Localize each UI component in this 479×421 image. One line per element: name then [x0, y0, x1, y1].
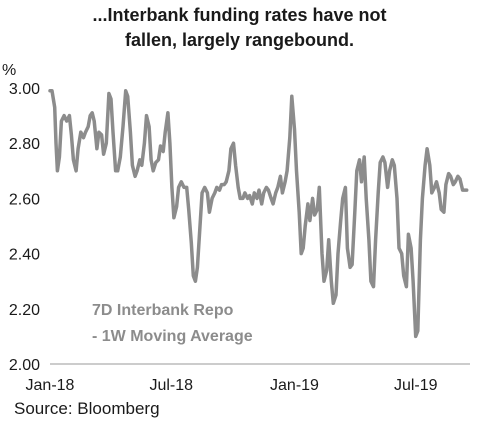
x-axis: Jan-18 Jul-18 Jan-19 Jul-19	[26, 377, 438, 394]
annotation-line-2: - 1W Moving Average	[92, 328, 253, 345]
y-axis: 2.00 2.20 2.40 2.60 2.80 3.00	[9, 81, 40, 374]
y-tick-label: 2.40	[9, 247, 40, 264]
x-tick-label: Jan-19	[270, 377, 319, 394]
x-tick-label: Jul-19	[394, 377, 438, 394]
y-axis-unit-label: %	[2, 62, 16, 79]
x-tick-label: Jul-18	[149, 377, 193, 394]
annotation-line-1: 7D Interbank Repo	[92, 302, 234, 319]
chart-title: ...Interbank funding rates have not	[92, 5, 387, 25]
y-tick-label: 2.80	[9, 136, 40, 153]
y-tick-label: 2.00	[9, 357, 40, 374]
chart-title-line-2: fallen, largely rangebound.	[124, 30, 355, 50]
y-tick-label: 2.20	[9, 302, 40, 319]
y-tick-label: 3.00	[9, 81, 40, 98]
source-note: Source: Bloomberg	[14, 399, 160, 418]
series-line-interbank-repo	[48, 89, 469, 339]
x-tick-label: Jan-18	[26, 377, 75, 394]
y-tick-label: 2.60	[9, 191, 40, 208]
